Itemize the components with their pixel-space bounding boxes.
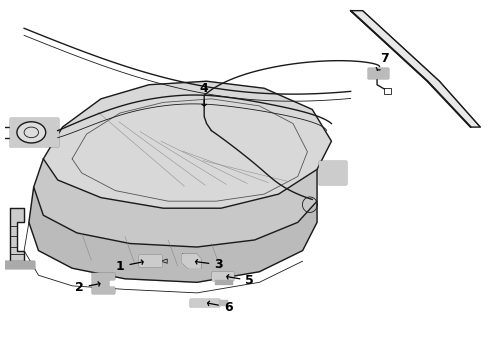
Polygon shape (139, 255, 161, 266)
Polygon shape (190, 299, 219, 306)
Polygon shape (221, 280, 226, 284)
Polygon shape (10, 208, 24, 265)
Polygon shape (29, 187, 317, 282)
Polygon shape (183, 254, 201, 268)
Polygon shape (227, 280, 232, 284)
Text: 5: 5 (227, 274, 254, 287)
Polygon shape (10, 118, 58, 147)
Polygon shape (319, 161, 346, 184)
Text: 3: 3 (196, 258, 223, 271)
Polygon shape (368, 68, 388, 78)
Polygon shape (92, 273, 114, 293)
Circle shape (17, 122, 46, 143)
Polygon shape (351, 11, 480, 127)
Text: 4: 4 (200, 82, 209, 106)
Polygon shape (215, 280, 220, 284)
Polygon shape (212, 272, 233, 280)
Polygon shape (34, 159, 317, 247)
Text: 7: 7 (376, 52, 389, 70)
Polygon shape (5, 261, 34, 268)
Polygon shape (43, 81, 331, 208)
Polygon shape (219, 300, 227, 305)
Text: 6: 6 (208, 301, 233, 314)
Text: 2: 2 (75, 281, 100, 294)
Text: 1: 1 (116, 260, 143, 273)
